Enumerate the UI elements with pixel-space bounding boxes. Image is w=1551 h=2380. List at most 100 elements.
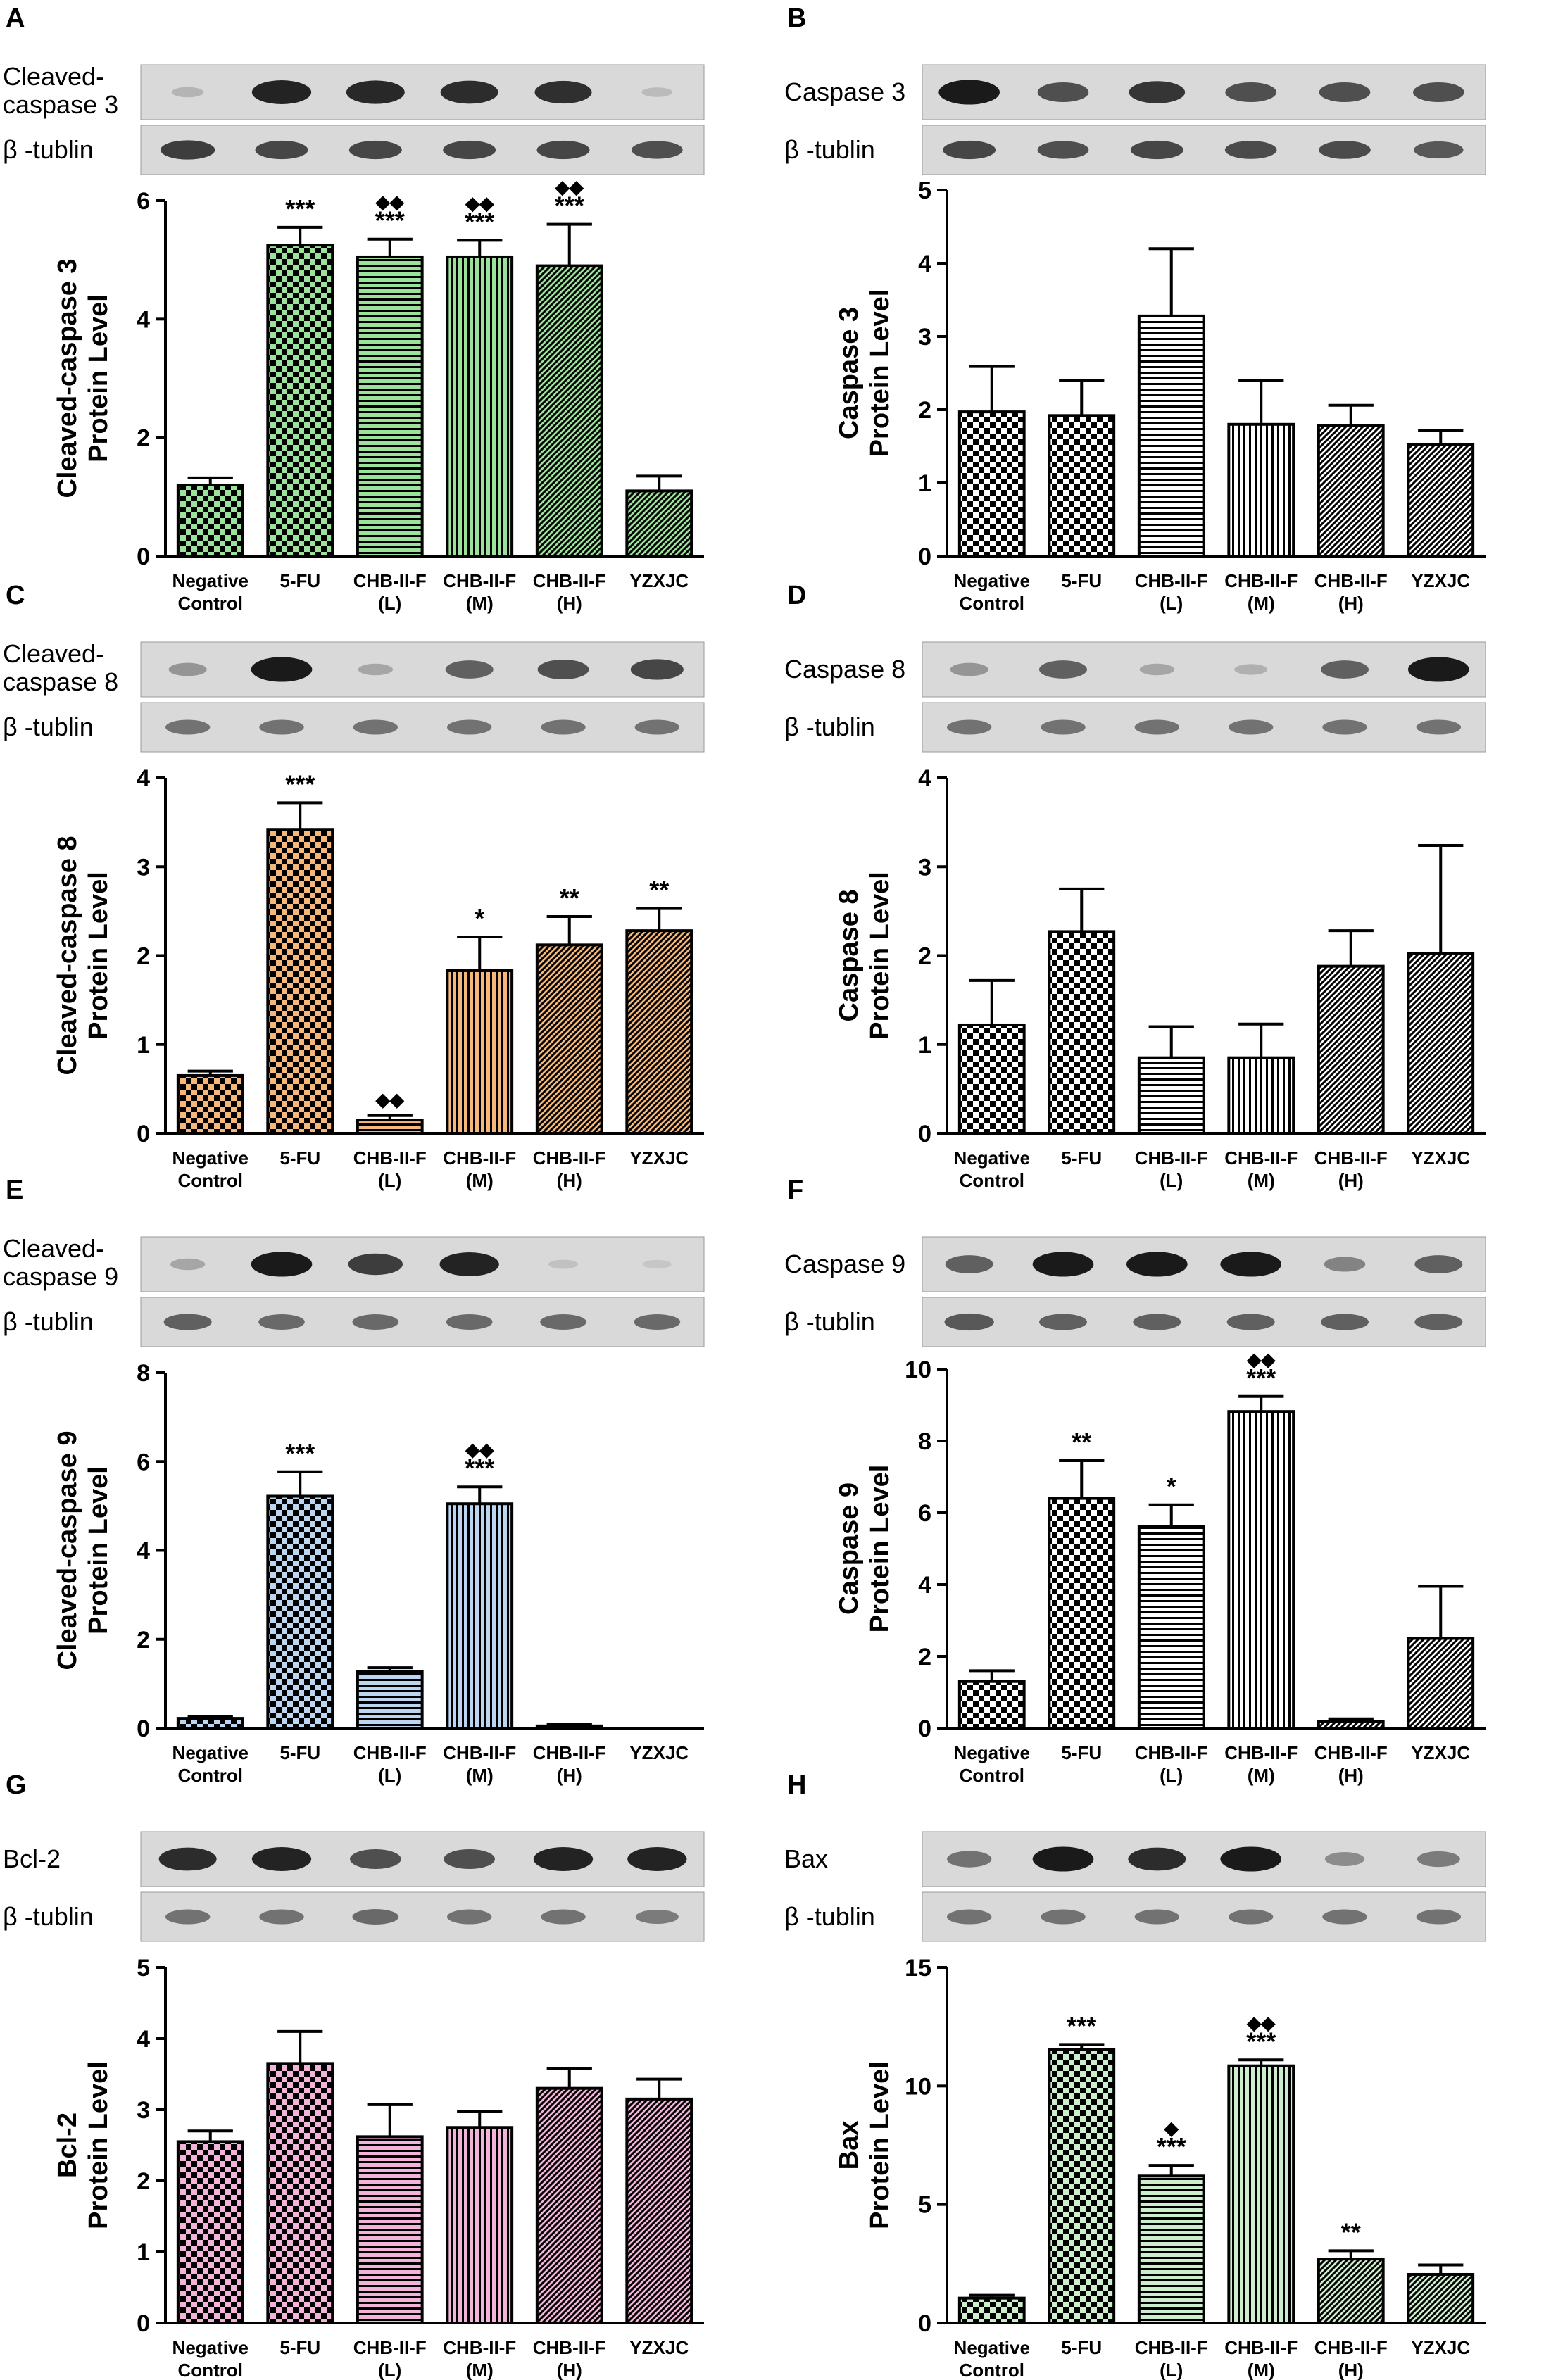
blot-strip [140,125,705,175]
y-tick-label: 0 [137,1121,150,1147]
y-tick-label: 6 [137,1449,150,1475]
significance-label: ** [1341,2217,1361,2246]
significance-label: * [1167,1472,1176,1501]
blot-strip [922,64,1486,120]
panel-a: A Cleaved-caspase 3 β -tublin 0 2 4 6 Cleaved-c… [3,4,705,614]
x-tick-label: YZXJC [629,1742,689,1763]
blot-band [251,80,312,104]
x-tick-label: CHB-II-F (L) [1135,1742,1208,1786]
blot-label: Cleaved-caspase 9 [3,1234,118,1291]
y-axis-label: Cleaved-caspase 3Protein Level [53,258,113,498]
significance-label: * [475,904,484,933]
bar [1407,1637,1475,1730]
y-axis-label: Caspase 3Protein Level [834,289,895,458]
y-tick-label: 0 [137,2310,150,2337]
x-tick-label: YZXJC [629,570,689,591]
significance-label: ◆◆ *** [555,177,584,220]
bar [1407,952,1475,1135]
significance-label: *** [285,1439,315,1468]
y-tick-label: 6 [918,1500,931,1527]
x-tick-label: YZXJC [1411,2337,1470,2358]
significance-label: ** [560,883,579,912]
panel-letter: A [6,4,25,33]
blot-band [1224,141,1277,159]
bar [535,943,603,1135]
y-tick-label: 2 [918,397,931,424]
x-tick-label: Negative Control [954,570,1030,614]
blot-band [251,1847,312,1871]
blot-band [1128,1847,1186,1871]
bar [356,1119,424,1135]
blot-label: Bax [784,1844,828,1873]
blot-band [255,140,308,160]
blot-label: Bcl-2 [3,1844,61,1873]
x-tick-label: CHB-II-F (M) [1224,1147,1298,1191]
x-tick-label: Negative Control [954,1147,1030,1191]
blot-band [158,1847,217,1871]
blot-band [534,80,592,104]
x-tick-label: CHB-II-F (M) [443,1742,516,1786]
blot-band [1417,1851,1460,1868]
blot-band [938,80,1000,105]
blot-band [630,659,684,680]
blot-label: β -tublin [3,712,94,741]
y-tick-label: 4 [918,251,931,277]
x-tick-label: CHB-II-F (H) [1314,2337,1388,2380]
x-tick-label: YZXJC [629,2337,689,2358]
blot-band [1322,719,1367,735]
blot-label: Cleaved-caspase 8 [3,639,118,696]
panel-e: E Cleaved-caspase 9 β -tublin 0 2 4 6 8 Cleaved-… [3,1176,705,1786]
blot-label: Caspase 9 [784,1249,905,1278]
blot-band [533,1847,594,1871]
y-tick-label: 0 [918,1715,931,1742]
blot-band [1324,1257,1366,1272]
blot-band [443,140,496,160]
blot-band [444,1849,496,1870]
blot-band [1220,1252,1281,1277]
blot-band [445,660,494,679]
x-tick-label: CHB-II-F (H) [533,1147,606,1191]
bar [625,929,693,1135]
x-tick-label: YZXJC [1411,570,1470,591]
blot-band [1416,1909,1461,1925]
bar [957,2296,1026,2325]
blot-band [642,1259,672,1269]
blot-band [1220,1846,1281,1872]
significance-label: ◆◆ *** [1246,2012,1276,2055]
y-tick-label: 8 [918,1428,931,1455]
blot-band [251,657,313,682]
blot-band [1324,1852,1365,1866]
blot-band [1039,1314,1087,1330]
blot-band [1041,1909,1086,1925]
x-tick-label: 5-FU [280,570,320,591]
blot-band [1414,1255,1463,1273]
blot-band [1037,141,1089,159]
bar [957,410,1026,558]
x-tick-label: YZXJC [1411,1742,1470,1763]
y-tick-label: 10 [905,1356,931,1383]
blot-band [947,1851,992,1868]
blot-strip [140,702,705,753]
y-tick-label: 3 [918,324,931,351]
bar [1317,2258,1385,2324]
bar [535,1724,603,1730]
blot-strip [922,1297,1486,1347]
x-tick-label: Negative Control [172,1742,249,1786]
blot-band [440,80,498,104]
panel-letter: B [787,4,806,33]
blot-strip [140,64,705,120]
y-tick-label: 5 [918,2192,931,2219]
x-tick-label: CHB-II-F (L) [353,2337,427,2380]
blot-band [1139,663,1174,676]
panel-letter: F [787,1176,803,1205]
y-tick-label: 8 [137,1360,150,1387]
panel-letter: E [6,1176,23,1205]
y-tick-label: 4 [918,765,931,792]
x-tick-label: CHB-II-F (M) [1224,2337,1298,2380]
x-tick-label: CHB-II-F (H) [1314,570,1388,614]
blot-band [251,1252,313,1277]
x-tick-label: Negative Control [172,2337,249,2380]
blot-band [446,1314,493,1330]
blot-band [349,1849,401,1870]
x-tick-label: 5-FU [1061,570,1102,591]
